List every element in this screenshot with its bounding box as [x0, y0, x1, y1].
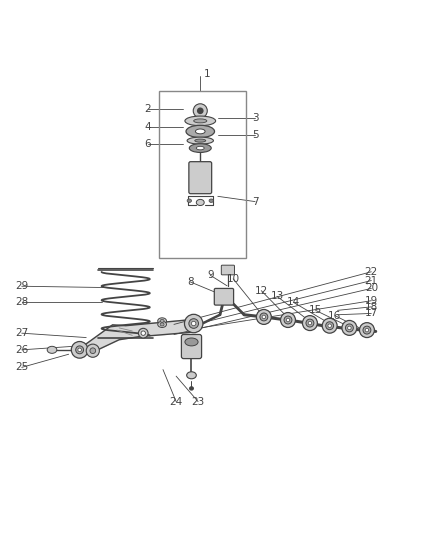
FancyBboxPatch shape — [181, 335, 202, 359]
Ellipse shape — [186, 125, 215, 138]
Text: 3: 3 — [252, 113, 258, 123]
Text: 20: 20 — [365, 284, 378, 294]
Ellipse shape — [196, 147, 204, 150]
Text: 24: 24 — [169, 397, 183, 407]
Ellipse shape — [326, 322, 334, 329]
Text: 16: 16 — [328, 311, 341, 321]
Ellipse shape — [359, 322, 374, 337]
Ellipse shape — [90, 348, 95, 353]
Ellipse shape — [328, 324, 331, 327]
Text: 14: 14 — [287, 297, 301, 308]
Ellipse shape — [194, 119, 207, 123]
Ellipse shape — [141, 331, 146, 335]
Ellipse shape — [78, 348, 81, 352]
Text: 6: 6 — [144, 139, 151, 149]
Text: 9: 9 — [207, 270, 214, 280]
Ellipse shape — [185, 116, 216, 126]
Ellipse shape — [284, 316, 292, 324]
Text: 25: 25 — [15, 362, 28, 373]
Bar — [158, 91, 246, 258]
Ellipse shape — [189, 319, 198, 328]
Text: 22: 22 — [365, 266, 378, 277]
Text: 13: 13 — [271, 292, 284, 301]
Ellipse shape — [184, 314, 203, 333]
Text: 19: 19 — [365, 296, 378, 306]
Text: 2: 2 — [144, 104, 151, 115]
Ellipse shape — [76, 346, 84, 354]
Text: 28: 28 — [15, 297, 28, 308]
Text: 8: 8 — [187, 277, 194, 287]
Text: 12: 12 — [255, 286, 268, 296]
FancyBboxPatch shape — [189, 161, 212, 193]
Ellipse shape — [160, 319, 164, 322]
FancyBboxPatch shape — [214, 288, 234, 305]
Ellipse shape — [71, 342, 88, 358]
Ellipse shape — [308, 321, 312, 325]
Ellipse shape — [191, 321, 196, 326]
Text: 18: 18 — [365, 302, 378, 312]
Ellipse shape — [47, 346, 57, 353]
Ellipse shape — [348, 326, 351, 329]
Ellipse shape — [306, 319, 314, 327]
Polygon shape — [84, 318, 197, 354]
Circle shape — [198, 108, 203, 114]
Ellipse shape — [189, 144, 211, 152]
Ellipse shape — [160, 323, 164, 326]
Ellipse shape — [363, 326, 371, 334]
Ellipse shape — [86, 344, 99, 357]
Ellipse shape — [187, 199, 191, 203]
Text: 1: 1 — [204, 69, 210, 78]
Ellipse shape — [187, 137, 213, 144]
Text: 10: 10 — [227, 274, 240, 284]
Ellipse shape — [209, 199, 213, 203]
Ellipse shape — [286, 318, 290, 322]
Ellipse shape — [158, 321, 166, 327]
Text: 26: 26 — [15, 345, 28, 355]
Ellipse shape — [196, 199, 204, 206]
Ellipse shape — [195, 139, 206, 142]
Circle shape — [193, 104, 207, 118]
Ellipse shape — [260, 313, 268, 321]
Ellipse shape — [139, 328, 148, 338]
Text: 21: 21 — [365, 276, 378, 286]
Ellipse shape — [187, 372, 196, 379]
Ellipse shape — [190, 387, 193, 390]
Text: 15: 15 — [309, 305, 322, 316]
Ellipse shape — [185, 338, 198, 346]
Text: 5: 5 — [252, 130, 258, 140]
Text: 17: 17 — [365, 309, 378, 318]
Ellipse shape — [281, 312, 295, 327]
Ellipse shape — [345, 324, 353, 332]
FancyBboxPatch shape — [221, 265, 235, 275]
Ellipse shape — [195, 129, 205, 134]
Text: 4: 4 — [144, 122, 151, 132]
Text: 23: 23 — [191, 397, 205, 407]
Text: 7: 7 — [252, 197, 258, 207]
Ellipse shape — [158, 318, 166, 324]
Ellipse shape — [365, 328, 369, 332]
Text: 27: 27 — [15, 328, 28, 338]
Ellipse shape — [262, 315, 266, 319]
Ellipse shape — [342, 320, 357, 335]
Ellipse shape — [257, 310, 271, 325]
Text: 29: 29 — [15, 281, 28, 291]
Ellipse shape — [302, 316, 317, 330]
Ellipse shape — [322, 318, 337, 333]
